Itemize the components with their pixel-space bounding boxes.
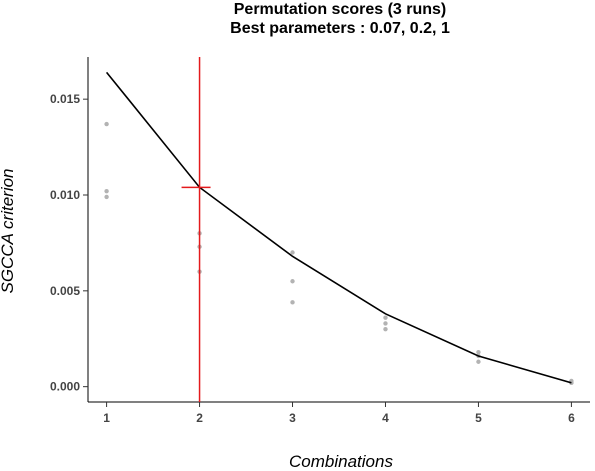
permutation-point bbox=[290, 279, 295, 284]
x-tick-label: 3 bbox=[289, 411, 296, 425]
permutation-point bbox=[290, 300, 295, 305]
chart-subtitle: Best parameters : 0.07, 0.2, 1 bbox=[230, 20, 450, 37]
permutation-point bbox=[104, 188, 109, 194]
permutation-point bbox=[290, 250, 295, 255]
permutation-point bbox=[383, 315, 388, 320]
criterion-line bbox=[105, 71, 572, 384]
x-tick-label: 1 bbox=[103, 411, 110, 425]
series-line bbox=[105, 71, 572, 384]
y-tick-label: 0.005 bbox=[50, 284, 80, 298]
x-tick-label: 6 bbox=[568, 411, 575, 425]
permutation-point bbox=[476, 349, 481, 355]
axes: 0.000 0.005 0.010 0.015 1 2 3 4 5 6 bbox=[50, 57, 590, 425]
x-tick-label: 4 bbox=[382, 411, 389, 425]
y-tick-label: 0.000 bbox=[50, 380, 80, 394]
permutation-point bbox=[104, 121, 109, 127]
x-tick-label: 5 bbox=[475, 411, 482, 425]
y-axis-title: SGCCA criterion bbox=[0, 168, 17, 293]
x-axis-title: Combinations bbox=[289, 452, 393, 471]
permutation-point bbox=[104, 194, 109, 200]
permutation-point bbox=[476, 359, 481, 364]
permutation-point bbox=[383, 326, 388, 332]
y-tick-label: 0.015 bbox=[50, 92, 80, 106]
x-tick-label: 2 bbox=[196, 411, 203, 425]
chart-title: Permutation scores (3 runs) bbox=[234, 1, 447, 18]
permutation-point bbox=[383, 321, 388, 326]
y-tick-label: 0.010 bbox=[50, 188, 80, 202]
permutation-points bbox=[104, 121, 574, 386]
best-marker bbox=[181, 57, 211, 402]
